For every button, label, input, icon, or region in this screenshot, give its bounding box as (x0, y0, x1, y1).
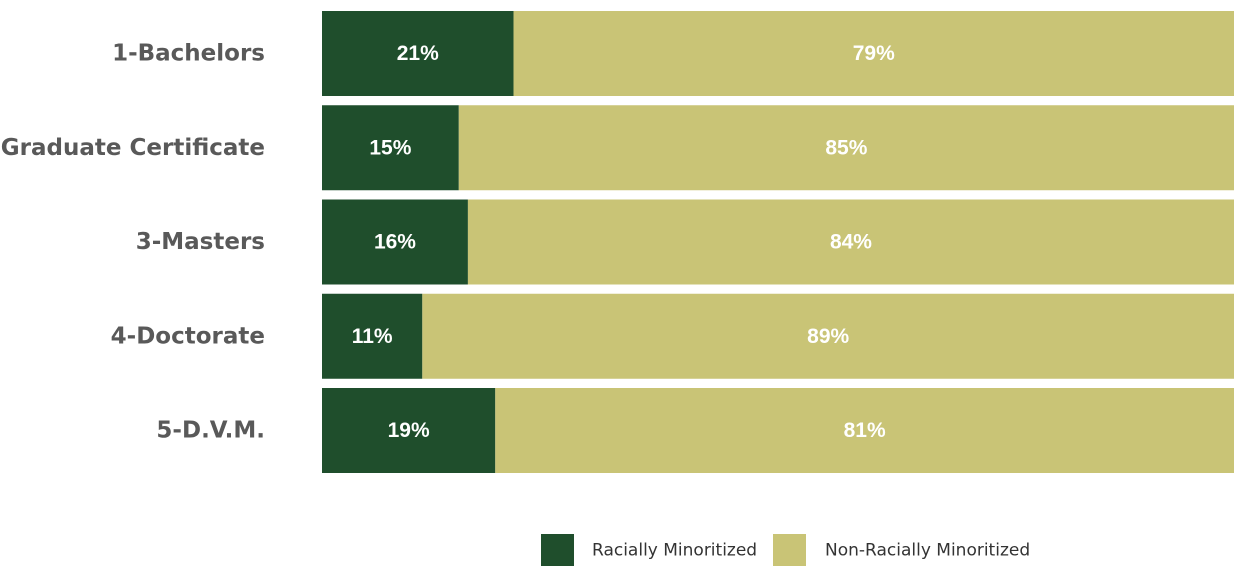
data-label: 15% (369, 136, 411, 159)
bar-segment-non-racially-minoritized (458, 105, 1234, 191)
bar-segment-non-racially-minoritized (513, 11, 1234, 96)
data-label: 16% (374, 231, 416, 254)
bar-segment-racially-minoritized (322, 388, 496, 473)
bar-segment-non-racially-minoritized (422, 293, 1234, 379)
legend-label: Racially Minoritized (592, 541, 757, 561)
data-label: 19% (388, 419, 430, 442)
data-label: 84% (830, 231, 872, 254)
bar-segment-racially-minoritized (322, 105, 459, 191)
category-labels: 1-Bachelors 2-Graduate Certificate 3-Maste… (0, 41, 265, 444)
legend: Racially Minoritized Non-Racially Minorit… (541, 534, 1030, 566)
legend-swatch (773, 534, 806, 566)
bar-segment-non-racially-minoritized (467, 199, 1234, 285)
data-label: 89% (807, 325, 849, 348)
data-label: 79% (853, 42, 895, 65)
bar-segment-racially-minoritized (322, 293, 423, 379)
plot-area: 21% 79% 15% 85% 16% 84% 11% 89% 19% 81% (322, 11, 1234, 473)
bar-segment-racially-minoritized (322, 11, 514, 96)
category-label: 2-Graduate Certificate (0, 135, 265, 161)
category-label: 5-D.V.M. (156, 418, 265, 444)
data-label: 81% (844, 419, 886, 442)
bar-segment-non-racially-minoritized (495, 388, 1234, 473)
data-label: 11% (352, 325, 393, 348)
legend-label: Non-Racially Minoritized (825, 541, 1030, 561)
category-label: 4-Doctorate (111, 323, 265, 349)
legend-swatch (541, 534, 574, 566)
bar-segment-racially-minoritized (322, 199, 468, 285)
data-label: 85% (825, 136, 867, 159)
category-label: 1-Bachelors (112, 41, 265, 67)
data-label: 21% (397, 42, 439, 65)
category-label: 3-Masters (136, 229, 265, 255)
